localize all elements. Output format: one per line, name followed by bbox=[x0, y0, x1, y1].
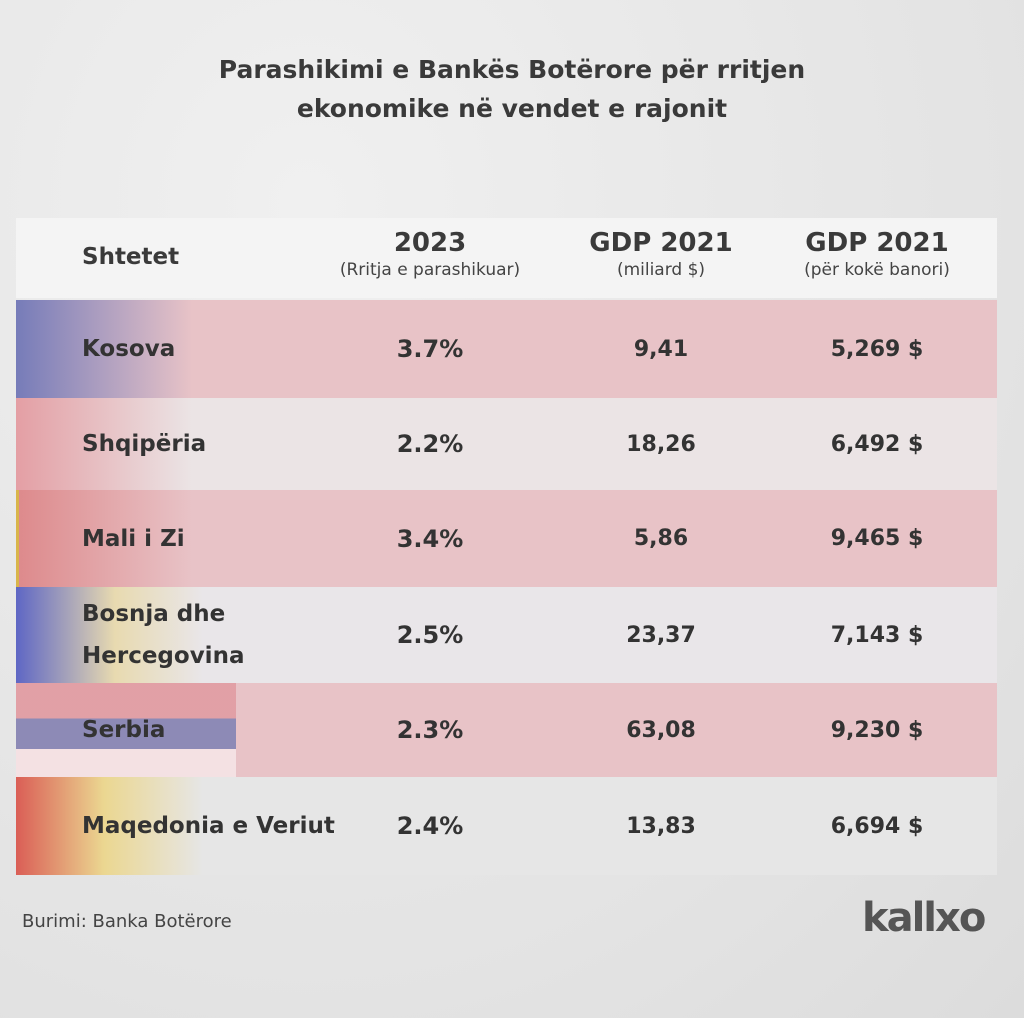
brand-logo: kallxo bbox=[862, 895, 986, 941]
table-row: Maqedonia e Veriut 2.4% 13,83 6,694 $ bbox=[16, 777, 997, 875]
column-title: Shtetet bbox=[82, 244, 180, 270]
column-title: GDP 2021 bbox=[805, 228, 949, 258]
source: Burimi: Banka Botërore bbox=[22, 911, 232, 932]
table-cell: 9,230 $ bbox=[830, 717, 924, 743]
table-row: Mali i Zi 3.4% 5,86 9,465 $ bbox=[16, 490, 997, 587]
country-name: Kosova bbox=[82, 336, 176, 362]
title-line: ekonomike në vendet e rajonit bbox=[296, 94, 728, 123]
column-header: GDP 2021 (për kokë banori) bbox=[772, 228, 982, 280]
table-header: Shtetet 2023 (Rritja e parashikuar) GDP 2… bbox=[16, 218, 997, 298]
table-cell: 18,26 bbox=[626, 431, 696, 457]
column-subtitle: (për kokë banori) bbox=[804, 260, 950, 280]
table-cell: 7,143 $ bbox=[830, 622, 924, 648]
table-cell: 2.5% bbox=[396, 621, 464, 649]
column-header: GDP 2021 (miliard $) bbox=[556, 228, 766, 280]
flag-decoration bbox=[16, 587, 236, 683]
table-cell: 23,37 bbox=[626, 622, 696, 648]
country-name: Serbia bbox=[82, 717, 166, 743]
flag-decoration bbox=[16, 683, 236, 777]
table-cell: 63,08 bbox=[626, 717, 696, 743]
flag-decoration bbox=[16, 300, 236, 398]
table-cell: 6,492 $ bbox=[830, 431, 924, 457]
country-name: Maqedonia e Veriut bbox=[82, 813, 335, 839]
title-line: Parashikimi e Bankës Botërore për rritje… bbox=[218, 55, 806, 84]
flag-decoration bbox=[16, 777, 236, 875]
table-cell: 2.2% bbox=[396, 430, 464, 458]
flag-decoration bbox=[16, 490, 236, 587]
column-subtitle: (Rritja e parashikuar) bbox=[339, 260, 521, 280]
table-row: Bosnja dhe Hercegovina 2.5% 23,37 7,143 $ bbox=[16, 587, 997, 683]
table-cell: 9,465 $ bbox=[830, 526, 924, 551]
column-header: 2023 (Rritja e parashikuar) bbox=[310, 228, 550, 280]
table-cell: 3.7% bbox=[396, 335, 464, 363]
column-subtitle: (miliard $) bbox=[616, 260, 706, 280]
country-name: Mali i Zi bbox=[82, 525, 185, 552]
table-cell: 6,694 $ bbox=[830, 813, 924, 839]
column-title: 2023 bbox=[393, 228, 467, 258]
column-header: Shtetet bbox=[82, 244, 179, 270]
flag-decoration bbox=[16, 398, 236, 490]
table-cell: 5,269 $ bbox=[830, 336, 924, 362]
table-cell: 3.4% bbox=[396, 524, 464, 553]
table-cell: 2.3% bbox=[396, 716, 464, 744]
table-cell: 2.4% bbox=[396, 812, 464, 840]
table-cell: 9,41 bbox=[633, 336, 689, 362]
table-row: Serbia 2.3% 63,08 9,230 $ bbox=[16, 683, 997, 777]
country-name: Bosnja dhe Hercegovina bbox=[82, 601, 245, 669]
column-title: GDP 2021 bbox=[589, 228, 733, 258]
table-row: Shqipëria 2.2% 18,26 6,492 $ bbox=[16, 398, 997, 490]
table-cell: 5,86 bbox=[633, 526, 689, 551]
table-row: Kosova 3.7% 9,41 5,269 $ bbox=[16, 300, 997, 398]
country-name: Shqipëria bbox=[82, 431, 207, 457]
table-cell: 13,83 bbox=[626, 813, 696, 839]
